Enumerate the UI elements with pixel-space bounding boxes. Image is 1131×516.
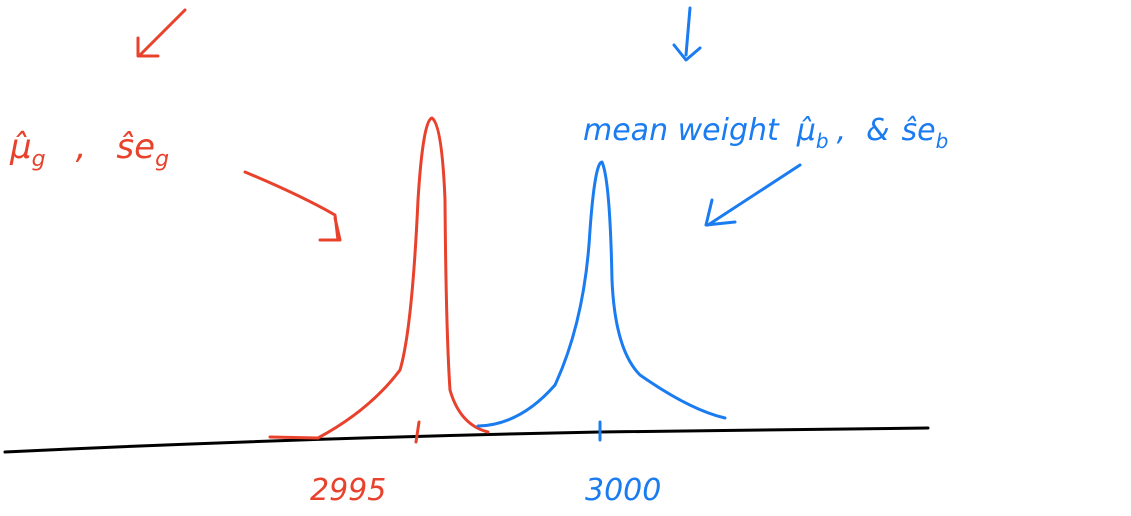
subscript: b (816, 129, 829, 153)
se: ŝe (116, 127, 155, 167)
red-arrow-top (138, 10, 185, 56)
mu: μ̂ (9, 127, 32, 167)
tick (416, 422, 419, 442)
subscript: b (936, 129, 949, 153)
blue-arrow-right (706, 165, 800, 225)
red-arrow-curve (245, 172, 340, 240)
mu: μ̂ (796, 113, 816, 148)
axis (5, 428, 928, 452)
subscript: g (155, 147, 169, 172)
ampersand: & (866, 113, 889, 148)
subscript: g (32, 147, 46, 172)
sketch: μ̂g,ŝeg mean weightμ̂b,&ŝeb 2995 3000 (0, 0, 1131, 516)
blue-arrow-top (674, 8, 700, 60)
prefix: mean weight (583, 113, 780, 148)
separator: , (837, 113, 847, 148)
red-curve (270, 118, 488, 438)
axis-label: 2995 (310, 473, 386, 508)
axis-label: 3000 (585, 473, 661, 508)
se: ŝe (902, 113, 936, 148)
red-label: μ̂g,ŝeg (9, 127, 169, 172)
separator: , (76, 127, 87, 167)
blue-curve (478, 162, 725, 426)
